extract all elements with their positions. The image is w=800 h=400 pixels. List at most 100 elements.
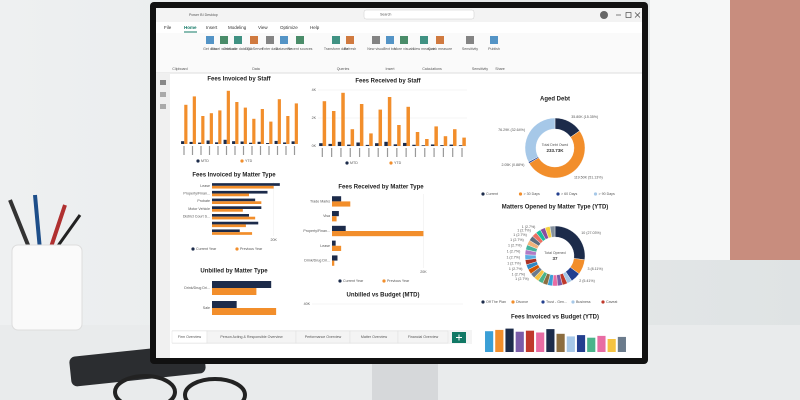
user-avatar[interactable] — [600, 11, 608, 19]
legend-label: MTD — [201, 159, 209, 163]
ribbon-button-label[interactable]: Text box — [383, 47, 397, 51]
y-category-label: Lease — [320, 244, 330, 248]
bar — [184, 104, 188, 144]
ribbon-button-label[interactable]: Dataverse — [276, 47, 292, 51]
ribbon-icon[interactable] — [490, 36, 498, 44]
page-tab-label[interactable]: Person Acting & Responsible Overview — [220, 335, 283, 339]
ribbon-icon[interactable] — [466, 36, 474, 44]
nav-icon[interactable] — [160, 104, 166, 109]
menu-item[interactable]: Home — [184, 25, 197, 30]
ribbon-icon[interactable] — [346, 36, 354, 44]
chart-title: Matters Opened by Matter Type (YTD) — [502, 205, 609, 211]
data-label: 1 (2.7%) — [515, 277, 529, 281]
bar — [597, 335, 606, 352]
legend-label: Caveat — [606, 300, 617, 304]
ribbon-button-label[interactable]: Quick measure — [428, 47, 452, 51]
maximize-button[interactable] — [625, 12, 632, 18]
ribbon-button-label[interactable]: Recent sources — [288, 47, 313, 51]
bar — [218, 110, 222, 144]
search-box[interactable] — [363, 9, 475, 20]
y-tick-label: 40K — [304, 302, 311, 306]
ribbon-icon[interactable] — [386, 36, 394, 44]
category-label-blur — [217, 146, 219, 155]
close-button[interactable] — [634, 12, 641, 18]
ribbon-icon[interactable] — [296, 36, 304, 44]
x-tick-label: 20K — [270, 238, 277, 242]
ribbon-button-label[interactable]: Enter data — [262, 47, 279, 51]
chart-title: Unbilled vs Budget (MTD) — [347, 293, 420, 299]
donut-center-value: 233.73K — [546, 148, 564, 153]
ribbon-icon[interactable] — [266, 36, 274, 44]
page-tab-label[interactable]: Matter Overview — [361, 335, 388, 339]
menu-item[interactable]: View — [258, 25, 268, 30]
ribbon-button-label[interactable]: Get data — [203, 47, 217, 51]
page-tab[interactable] — [397, 330, 449, 344]
ribbon-button-label[interactable]: OneLake data hub — [223, 47, 253, 51]
ribbon-button-label[interactable]: Excel workbook — [211, 47, 236, 51]
ribbon-button-label[interactable]: Publish — [488, 47, 500, 51]
ribbon-icon[interactable] — [250, 36, 258, 44]
nav-icon[interactable] — [160, 92, 166, 97]
y-category-label: Visa — [323, 214, 330, 218]
ribbon-button-label[interactable]: Transform data — [324, 47, 348, 51]
legend-swatch — [382, 279, 386, 283]
ribbon-button-label[interactable]: New visual — [367, 47, 385, 51]
category-label-blur — [321, 148, 323, 157]
legend-swatch — [571, 300, 575, 304]
bar — [212, 224, 246, 228]
category-label-blur — [396, 148, 398, 157]
bar — [252, 118, 256, 144]
page-tab-label[interactable]: Firm Overview — [178, 335, 202, 339]
ribbon-button-label[interactable]: More visuals — [394, 47, 414, 51]
menu-item[interactable]: Optimize — [280, 25, 298, 30]
legend-label: Divorce — [516, 300, 528, 304]
y-category-label: Drink/Drug Dri... — [184, 286, 210, 290]
bar — [434, 126, 438, 146]
ribbon-button-label[interactable]: Refresh — [344, 47, 357, 51]
ribbon-button-label[interactable]: Sensitivity — [462, 47, 478, 51]
menu-item[interactable]: File — [164, 25, 172, 30]
bar — [181, 141, 185, 144]
ribbon-icon[interactable] — [220, 36, 228, 44]
bar — [212, 281, 272, 288]
bar — [212, 288, 257, 295]
ribbon-icon[interactable] — [280, 36, 288, 44]
bar — [240, 141, 244, 144]
bar — [269, 121, 273, 144]
bar — [440, 145, 444, 146]
menu-item[interactable]: Insert — [206, 25, 218, 30]
page-tab-label[interactable]: Financial Overview — [408, 335, 439, 339]
legend-swatch — [191, 247, 195, 251]
ribbon-icon[interactable] — [332, 36, 340, 44]
ribbon-icon[interactable] — [400, 36, 408, 44]
ribbon-icon[interactable] — [234, 36, 242, 44]
bar — [449, 144, 454, 146]
ribbon-button-label[interactable]: New measure — [413, 47, 435, 51]
ribbon-icon[interactable] — [436, 36, 444, 44]
nav-icon[interactable] — [160, 80, 166, 85]
page-tab-label[interactable]: Performance Overview — [305, 335, 342, 339]
bar — [291, 141, 295, 144]
ribbon-icon[interactable] — [372, 36, 380, 44]
bar — [286, 116, 290, 144]
menu-item[interactable]: Help — [310, 25, 320, 30]
category-label-blur — [349, 148, 351, 157]
glasses — [113, 374, 247, 400]
bar — [453, 129, 457, 146]
category-label-blur — [452, 148, 454, 157]
ribbon-button-label[interactable]: SQL Server — [245, 47, 264, 51]
left-nav — [156, 73, 170, 358]
legend-label: Off The Plan — [486, 300, 506, 304]
menu-item[interactable]: Modeling — [228, 25, 247, 30]
category-label-blur — [242, 146, 245, 155]
bar — [462, 137, 466, 146]
bar — [331, 111, 336, 146]
search-text[interactable]: Search — [380, 12, 391, 16]
y-category-label: Property/Finan... — [303, 229, 330, 233]
ribbon-icon[interactable] — [420, 36, 428, 44]
y-category-label: Motor Vehicle — [188, 207, 210, 211]
y-category-label: Trade Marks — [310, 199, 330, 203]
category-label-blur — [340, 148, 342, 157]
bar — [332, 245, 342, 251]
ribbon-icon[interactable] — [206, 36, 214, 44]
